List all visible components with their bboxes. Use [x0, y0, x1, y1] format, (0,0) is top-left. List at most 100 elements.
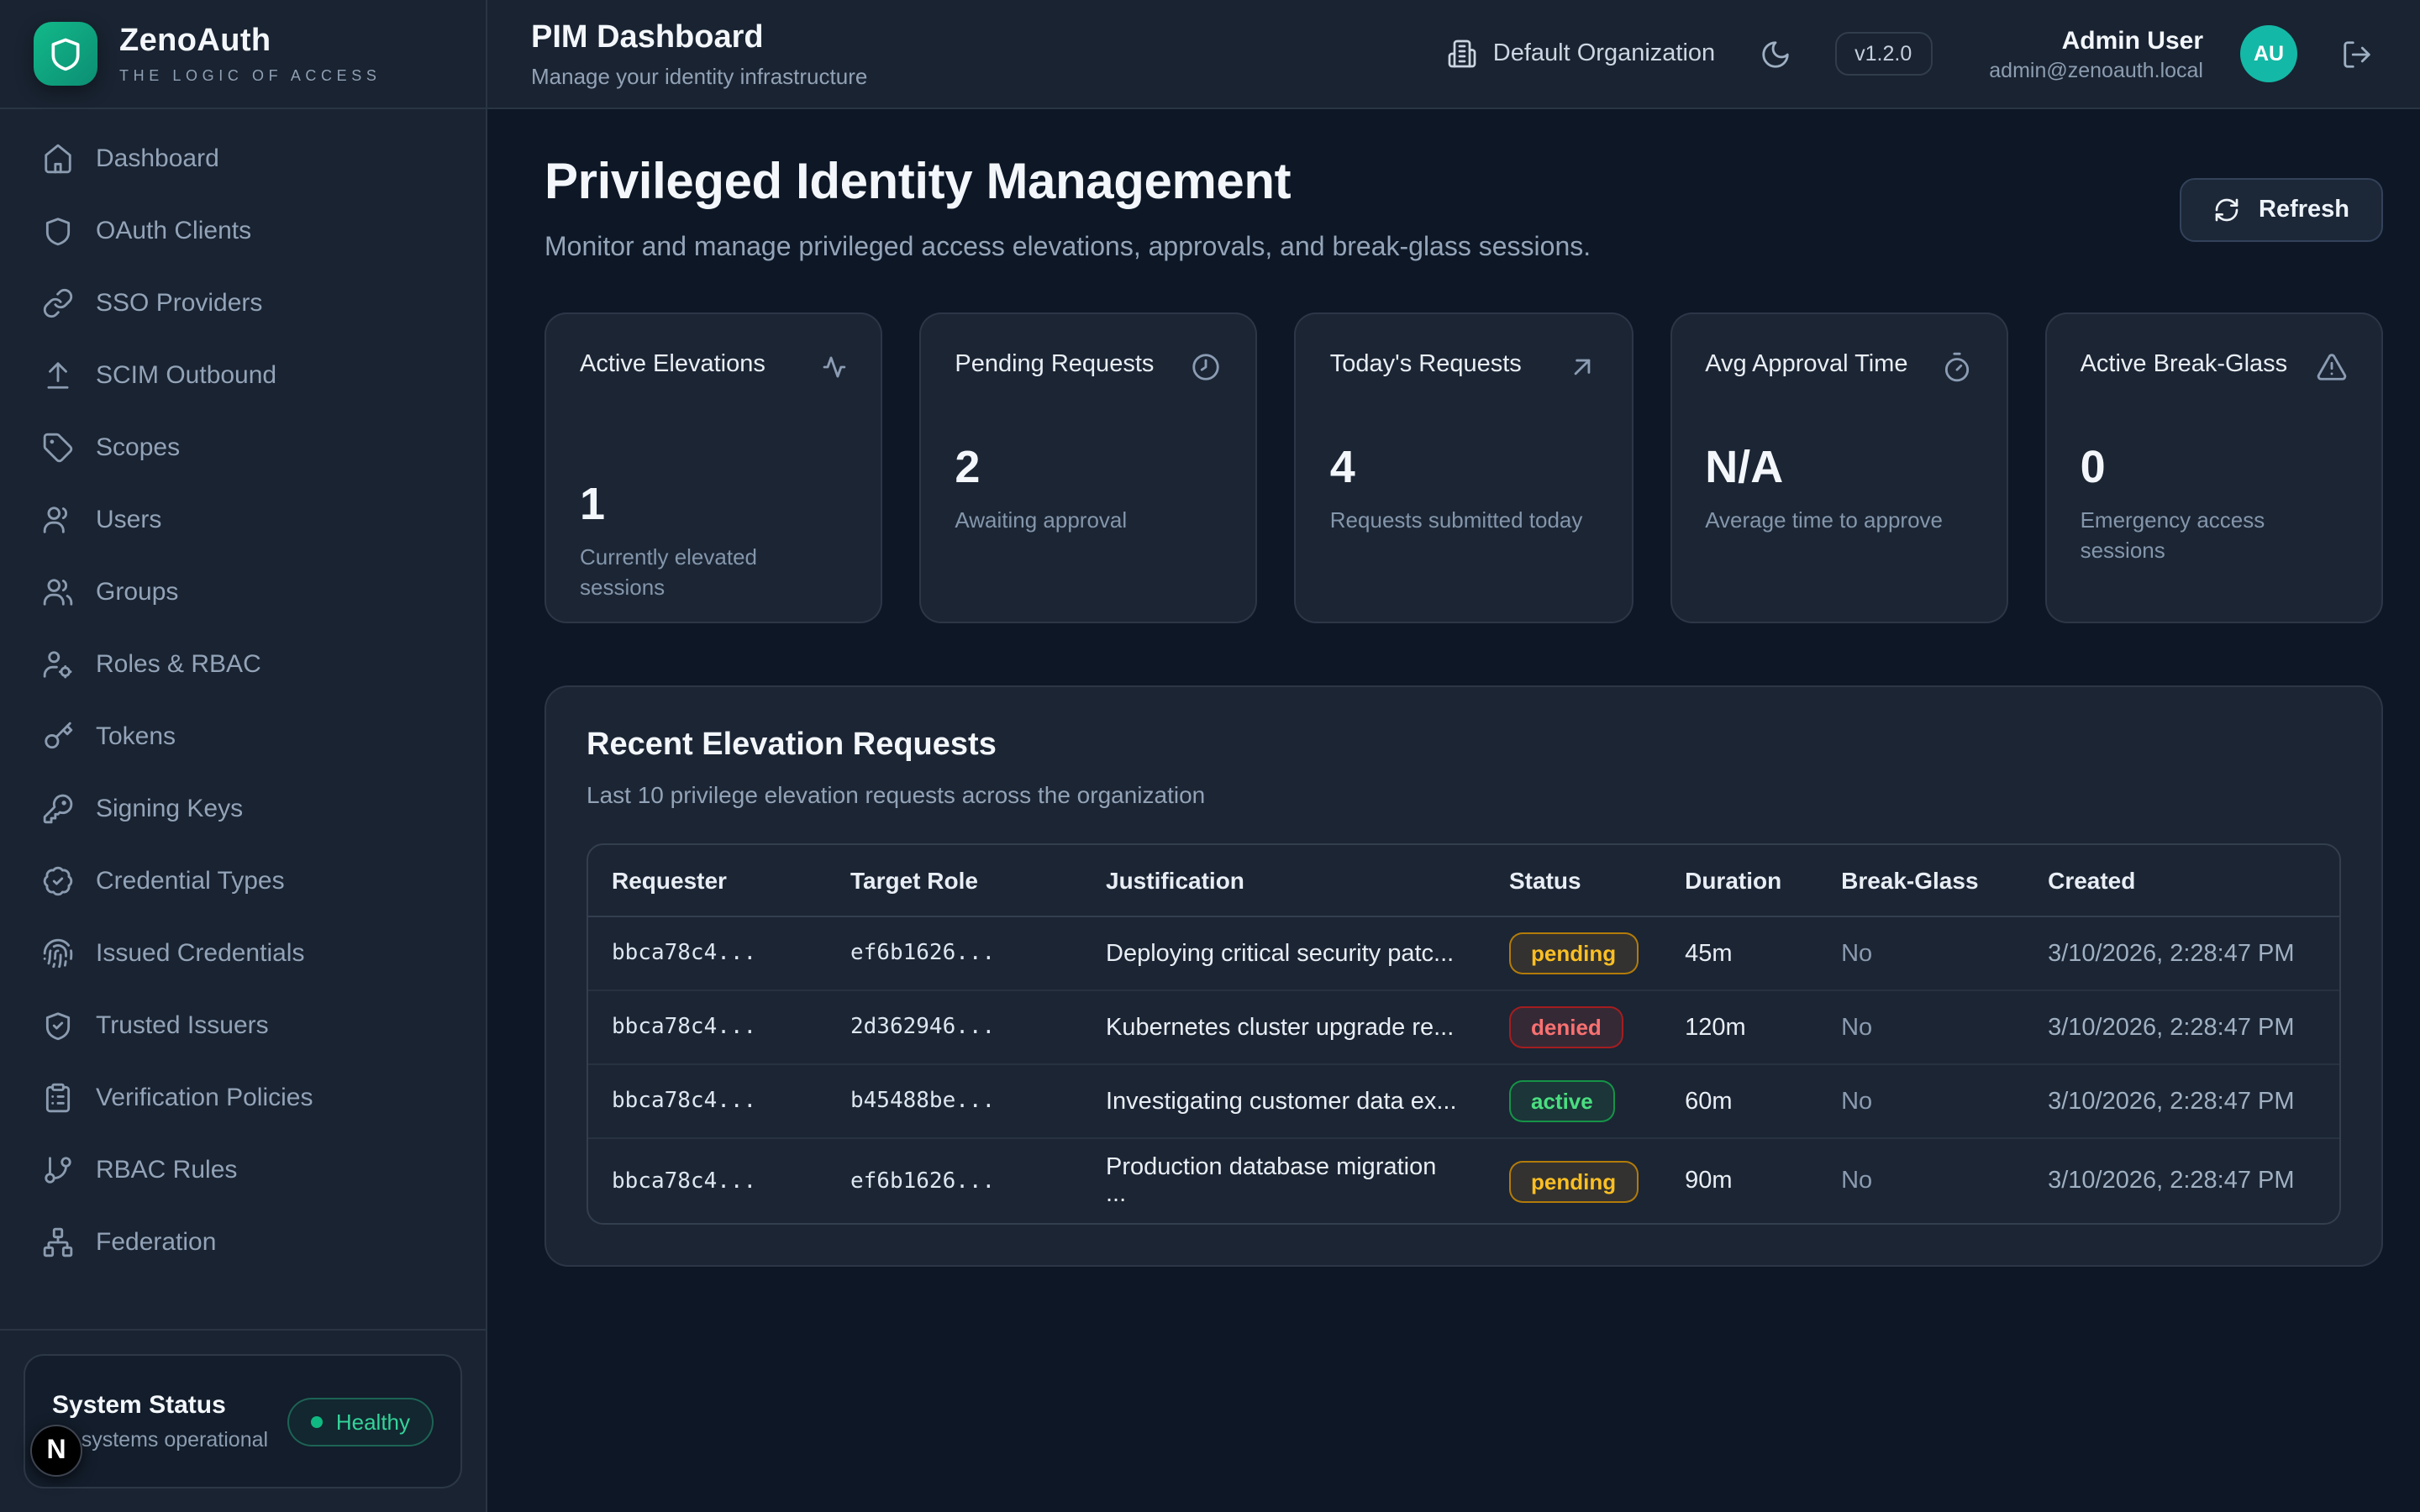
sidebar-item-federation[interactable]: Federation — [24, 1210, 462, 1275]
sidebar-item-label: Users — [96, 506, 162, 534]
table-title: Recent Elevation Requests — [587, 727, 997, 763]
nextjs-dev-badge[interactable]: N — [30, 1425, 82, 1477]
stat-value: 2 — [955, 441, 981, 492]
avatar[interactable]: AU — [2240, 25, 2297, 82]
sidebar-item-label: Trusted Issuers — [96, 1011, 269, 1040]
sidebar-item-label: OAuth Clients — [96, 217, 252, 245]
cell-target-role: ef6b1626... — [850, 1168, 996, 1194]
sidebar-item-label: Credential Types — [96, 867, 285, 895]
sidebar-item-trusted-issuers[interactable]: Trusted Issuers — [24, 993, 462, 1058]
brand-shield-icon — [34, 22, 97, 86]
cell-target-role: ef6b1626... — [827, 916, 1082, 991]
cell-duration: 120m — [1661, 990, 1818, 1065]
stat-caption: Requests submitted today — [1329, 507, 1583, 533]
cell-created: 3/10/2026, 2:28:47 PM — [2024, 990, 2339, 1065]
sidebar-item-users[interactable]: Users — [24, 487, 462, 553]
alert-triangle-icon — [2316, 351, 2348, 385]
system-status-subtitle: All systems operational — [52, 1428, 269, 1452]
stat-title: Avg Approval Time — [1705, 351, 1908, 378]
cell-created: 3/10/2026, 2:28:47 PM — [2048, 1168, 2295, 1194]
home-icon — [42, 143, 74, 175]
cell-justification: Kubernetes cluster upgrade re... — [1082, 990, 1486, 1065]
elevation-requests-table: Requester Target Role Justification Stat… — [588, 845, 2339, 1223]
brand-tagline: THE LOGIC OF ACCESS — [119, 67, 381, 84]
cell-requester: bbca78c4... — [612, 1168, 757, 1194]
page-subtitle: Monitor and manage privileged access ele… — [544, 234, 1591, 262]
sidebar-item-tokens[interactable]: Tokens — [24, 704, 462, 769]
brand: ZenoAuth THE LOGIC OF ACCESS — [0, 0, 486, 109]
cell-target-role: 2d362946... — [827, 990, 1082, 1065]
org-name: Default Organization — [1492, 40, 1716, 67]
sidebar-item-label: Issued Credentials — [96, 939, 305, 968]
stat-card-pending-requests: Pending Requests 2 Awaiting approval — [919, 312, 1258, 623]
sidebar-item-oauth-clients[interactable]: OAuth Clients — [24, 198, 462, 264]
sidebar-item-label: Tokens — [96, 722, 176, 751]
table-row[interactable]: bbca78c4... ef6b1626... Production datab… — [588, 1138, 2339, 1223]
stat-title: Active Break-Glass — [2080, 351, 2288, 378]
stat-card-avg-approval-time: Avg Approval Time N/A Average time to ap… — [1670, 312, 2008, 623]
theme-toggle-button[interactable] — [1752, 31, 1797, 76]
sidebar-item-dashboard[interactable]: Dashboard — [24, 126, 462, 192]
shield-icon — [42, 215, 74, 247]
status-badge: pending — [1509, 932, 1639, 974]
refresh-button[interactable]: Refresh — [2180, 177, 2383, 241]
sidebar-item-label: Roles & RBAC — [96, 650, 261, 679]
healthy-badge: Healthy — [287, 1397, 434, 1446]
cell-break-glass: No — [1818, 990, 2025, 1065]
key-icon — [42, 721, 74, 753]
stat-card-todays-requests: Today's Requests 4 Requests submitted to… — [1294, 312, 1634, 623]
refresh-icon — [2213, 196, 2240, 223]
topbar: PIM Dashboard Manage your identity infra… — [487, 0, 2420, 109]
org-selector[interactable]: Default Organization — [1448, 39, 1715, 69]
sidebar-item-issued-credentials[interactable]: Issued Credentials — [24, 921, 462, 986]
sidebar-item-signing-keys[interactable]: Signing Keys — [24, 776, 462, 842]
col-header-break-glass: Break-Glass — [1818, 845, 2025, 917]
cell-duration: 90m — [1685, 1168, 1733, 1194]
moon-icon — [1759, 38, 1791, 70]
sidebar-item-scopes[interactable]: Scopes — [24, 415, 462, 480]
clock-icon — [1191, 351, 1223, 385]
sidebar-item-label: RBAC Rules — [96, 1156, 238, 1184]
cell-duration: 60m — [1661, 1064, 1818, 1139]
stat-value: 1 — [580, 478, 606, 529]
sidebar-item-label: SCIM Outbound — [96, 361, 277, 390]
stat-caption: Awaiting approval — [955, 507, 1128, 533]
sidebar-item-rbac-rules[interactable]: RBAC Rules — [24, 1137, 462, 1203]
sidebar-item-groups[interactable]: Groups — [24, 559, 462, 625]
activity-icon — [815, 351, 847, 385]
page-title: Privileged Identity Management — [544, 155, 1292, 210]
sidebar-item-scim-outbound[interactable]: SCIM Outbound — [24, 343, 462, 408]
stat-title: Today's Requests — [1329, 351, 1522, 378]
system-status-title: System Status — [52, 1391, 226, 1420]
sidebar-item-sso-providers[interactable]: SSO Providers — [24, 270, 462, 336]
logout-button[interactable] — [2334, 31, 2380, 76]
sidebar-footer: System Status All systems operational He… — [0, 1329, 486, 1512]
table-row[interactable]: bbca78c4... 2d362946... Kubernetes clust… — [588, 990, 2339, 1065]
col-header-duration: Duration — [1661, 845, 1818, 917]
table-row[interactable]: bbca78c4... ef6b1626... Deploying critic… — [588, 916, 2339, 991]
user-name: Admin User — [2061, 26, 2203, 55]
table-row[interactable]: bbca78c4... b45488be... Investigating cu… — [588, 1064, 2339, 1139]
shield-check-icon — [42, 1010, 74, 1042]
building-icon — [1448, 39, 1478, 69]
recent-elevation-requests-card: Recent Elevation Requests Last 10 privil… — [544, 685, 2383, 1267]
cell-requester: bbca78c4... — [588, 1064, 827, 1139]
status-badge: denied — [1509, 1006, 1623, 1048]
table-subtitle: Last 10 privilege elevation requests acr… — [587, 781, 1206, 808]
sidebar: ZenoAuth THE LOGIC OF ACCESS Dashboard O… — [0, 0, 487, 1512]
sidebar-item-verification-policies[interactable]: Verification Policies — [24, 1065, 462, 1131]
sidebar-item-credential-types[interactable]: Credential Types — [24, 848, 462, 914]
link-icon — [42, 287, 74, 319]
fingerprint-icon — [42, 937, 74, 969]
clipboard-list-icon — [42, 1082, 74, 1114]
status-badge: active — [1509, 1080, 1615, 1122]
healthy-badge-label: Healthy — [335, 1409, 410, 1434]
stat-title: Pending Requests — [955, 351, 1155, 378]
logout-icon — [2341, 38, 2373, 70]
app-title: PIM Dashboard — [531, 19, 764, 55]
cell-justification: Deploying critical security patc... — [1082, 916, 1486, 991]
sidebar-item-roles-rbac[interactable]: Roles & RBAC — [24, 632, 462, 697]
healthy-dot-icon — [310, 1415, 323, 1427]
sidebar-item-label: Groups — [96, 578, 179, 606]
